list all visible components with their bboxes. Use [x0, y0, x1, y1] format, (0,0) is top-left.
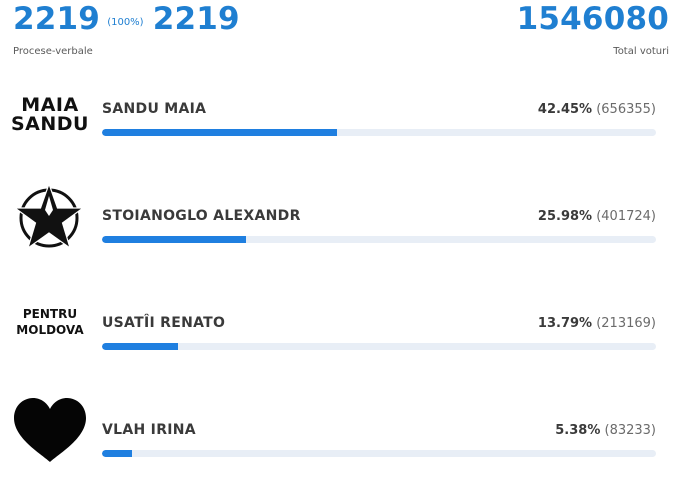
progress-bar-track: [102, 450, 656, 457]
results-header: 2219 (100%) 2219 Procese-verbale 1546080…: [0, 0, 700, 66]
logo-line: PENTRU: [22, 307, 78, 321]
progress-bar-fill: [102, 129, 338, 136]
logo-line: SANDU: [11, 113, 89, 135]
star-icon: [13, 182, 85, 250]
candidate-logo: [12, 182, 88, 252]
candidate-result: 5.38% (83233): [555, 423, 656, 438]
candidate-logo: MAIA SANDU: [11, 80, 89, 150]
heart-icon: [14, 398, 86, 462]
candidate-name: STOIANOGLO ALEXANDR: [102, 208, 301, 224]
candidate-row: STOIANOGLO ALEXANDR 25.98% (401724): [0, 182, 700, 277]
progress-bar-fill: [102, 343, 179, 350]
logo-line: MAIA: [21, 94, 79, 116]
candidate-votes: (83233): [604, 423, 657, 438]
candidate-name: USATÎI RENATO: [102, 315, 226, 331]
counted-reports: 2219 (100%) 2219: [13, 0, 240, 38]
candidate-percent: 13.79%: [537, 316, 593, 331]
pentru-moldova-logo: PENTRU MOLDOVA: [16, 306, 83, 338]
candidate-result: 42.45% (656355): [538, 102, 656, 117]
total-votes-number: 1546080: [516, 1, 669, 37]
total-votes-label: Total voturi: [613, 46, 669, 57]
progress-bar-fill: [102, 236, 246, 243]
candidate-result: 13.79% (213169): [538, 316, 656, 331]
progress-bar-track: [102, 343, 656, 350]
candidate-name: SANDU MAIA: [102, 101, 207, 117]
candidate-name: VLAH IRINA: [102, 422, 196, 438]
candidate-logo: [12, 395, 88, 465]
candidate-percent: 25.98%: [537, 209, 593, 224]
candidate-row: MAIA SANDU SANDU MAIA 42.45% (656355): [0, 80, 700, 170]
logo-line: MOLDOVA: [16, 323, 84, 337]
candidate-result: 25.98% (401724): [538, 209, 656, 224]
candidate-votes: (213169): [596, 316, 656, 331]
progress-bar-fill: [102, 450, 132, 457]
candidate-percent: 42.45%: [537, 102, 593, 117]
candidate-row: PENTRU MOLDOVA USATÎI RENATO 13.79% (213…: [0, 294, 700, 384]
counted-percent: (100%): [107, 17, 144, 28]
candidate-votes: (656355): [596, 102, 656, 117]
maia-sandu-logo: MAIA SANDU: [11, 96, 89, 134]
progress-bar-track: [102, 129, 656, 136]
candidate-logo: PENTRU MOLDOVA: [12, 287, 88, 357]
candidate-votes: (401724): [596, 209, 656, 224]
progress-bar-track: [102, 236, 656, 243]
total-reports-number: 2219: [152, 1, 240, 37]
candidate-percent: 5.38%: [555, 423, 601, 438]
candidate-row: VLAH IRINA 5.38% (83233): [0, 398, 700, 491]
total-votes: 1546080: [517, 0, 669, 38]
reports-label: Procese-verbale: [13, 46, 93, 57]
counted-number: 2219: [13, 1, 101, 37]
